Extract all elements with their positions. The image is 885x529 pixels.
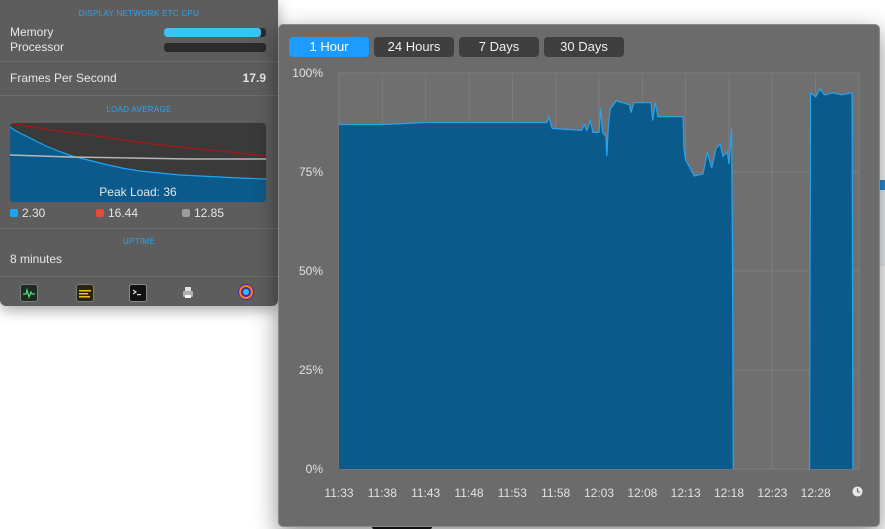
y-axis: 100% 75% 50% 25% 0%: [292, 66, 323, 476]
cpu-usage-line: [339, 100, 734, 470]
x-tick-label: 12:08: [627, 486, 657, 500]
x-tick-label: 12:23: [757, 486, 787, 500]
load-average-graph: Peak Load: 36: [10, 123, 266, 202]
fps-value: 17.9: [242, 71, 266, 85]
x-tick-label: 11:48: [454, 486, 483, 500]
y-tick-label: 75%: [299, 165, 323, 179]
load-15min: 12.85: [182, 206, 224, 220]
fps-label: Frames Per Second: [10, 71, 117, 85]
tab-30-days[interactable]: 30 Days: [544, 37, 624, 57]
x-tick-label: 12:28: [801, 486, 831, 500]
x-tick-label: 12:18: [714, 486, 744, 500]
load-average-title: LOAD AVERAGE: [106, 105, 172, 114]
cpu-usage-chart: 100% 75% 50% 25% 0% 11:33 11:38 11:43 11:48 11:5…: [292, 66, 860, 500]
stats-panel: DISPLAY NETWORK ETC CPU Memory Processor…: [0, 0, 278, 306]
tab-1-hour[interactable]: 1 Hour: [289, 37, 369, 57]
load-5min: 16.44: [96, 206, 138, 220]
load-5min-value: 16.44: [108, 206, 139, 220]
y-tick-label: 0%: [306, 462, 324, 476]
x-tick-label: 12:13: [671, 486, 701, 500]
app-launcher-icon[interactable]: [238, 284, 254, 300]
uptime-value: 8 minutes: [10, 252, 63, 266]
x-tick-label: 11:43: [411, 486, 440, 500]
load-15min-value: 12.85: [194, 206, 225, 220]
cpu-history-window: 1 Hour 24 Hours 7 Days 30 Days 100% 75% 50…: [278, 24, 880, 527]
divider: [0, 95, 278, 96]
x-tick-label: 12:03: [584, 486, 614, 500]
cpu-usage-line: [809, 87, 854, 470]
console-icon[interactable]: [76, 284, 94, 302]
divider: [0, 276, 278, 277]
app-shortcuts: [0, 280, 278, 304]
x-axis: 11:33 11:38 11:43 11:48 11:53 11:58 12:03 12:08…: [324, 486, 831, 500]
memory-label: Memory: [10, 25, 54, 39]
memory-row: Memory: [10, 25, 266, 39]
processor-bar: [164, 42, 266, 52]
y-tick-label: 50%: [299, 264, 323, 278]
clock-icon[interactable]: [852, 486, 863, 497]
x-tick-label: 11:33: [324, 486, 353, 500]
chart-series: [339, 87, 854, 470]
memory-bar-fill: [164, 27, 261, 37]
processor-row: Processor: [10, 40, 266, 54]
section-title: DISPLAY NETWORK ETC CPU: [78, 9, 200, 18]
peak-load-label: Peak Load: 36: [99, 185, 177, 199]
x-tick-label: 11:58: [541, 486, 570, 500]
background-sidebar-strip: [879, 180, 885, 266]
load-average-chart: [10, 123, 266, 202]
divider: [0, 61, 278, 62]
processor-label: Processor: [10, 40, 65, 54]
cpu-usage-area: [809, 88, 853, 470]
tab-24-hours[interactable]: 24 Hours: [374, 37, 454, 57]
load-5min-swatch: [96, 209, 104, 217]
activity-monitor-icon[interactable]: [20, 284, 38, 302]
y-tick-label: 25%: [299, 363, 323, 377]
load-1min: 2.30: [10, 206, 45, 220]
printer-icon[interactable]: [180, 284, 196, 300]
load-1min-swatch: [10, 209, 18, 217]
uptime-title: UPTIME: [122, 237, 156, 246]
terminal-icon[interactable]: [129, 284, 147, 302]
x-tick-label: 11:38: [368, 486, 397, 500]
cpu-usage-area: [339, 100, 734, 469]
fps-row: Frames Per Second 17.9: [10, 71, 266, 85]
x-tick-label: 11:53: [498, 486, 527, 500]
y-tick-label: 100%: [292, 66, 323, 80]
load-1min-value: 2.30: [22, 206, 46, 220]
uptime-row: 8 minutes: [10, 252, 266, 266]
memory-bar: [164, 27, 266, 37]
time-range-tabs: 1 Hour 24 Hours 7 Days 30 Days: [289, 37, 624, 57]
divider: [0, 228, 278, 229]
load-15min-swatch: [182, 209, 190, 217]
tab-7-days[interactable]: 7 Days: [459, 37, 539, 57]
